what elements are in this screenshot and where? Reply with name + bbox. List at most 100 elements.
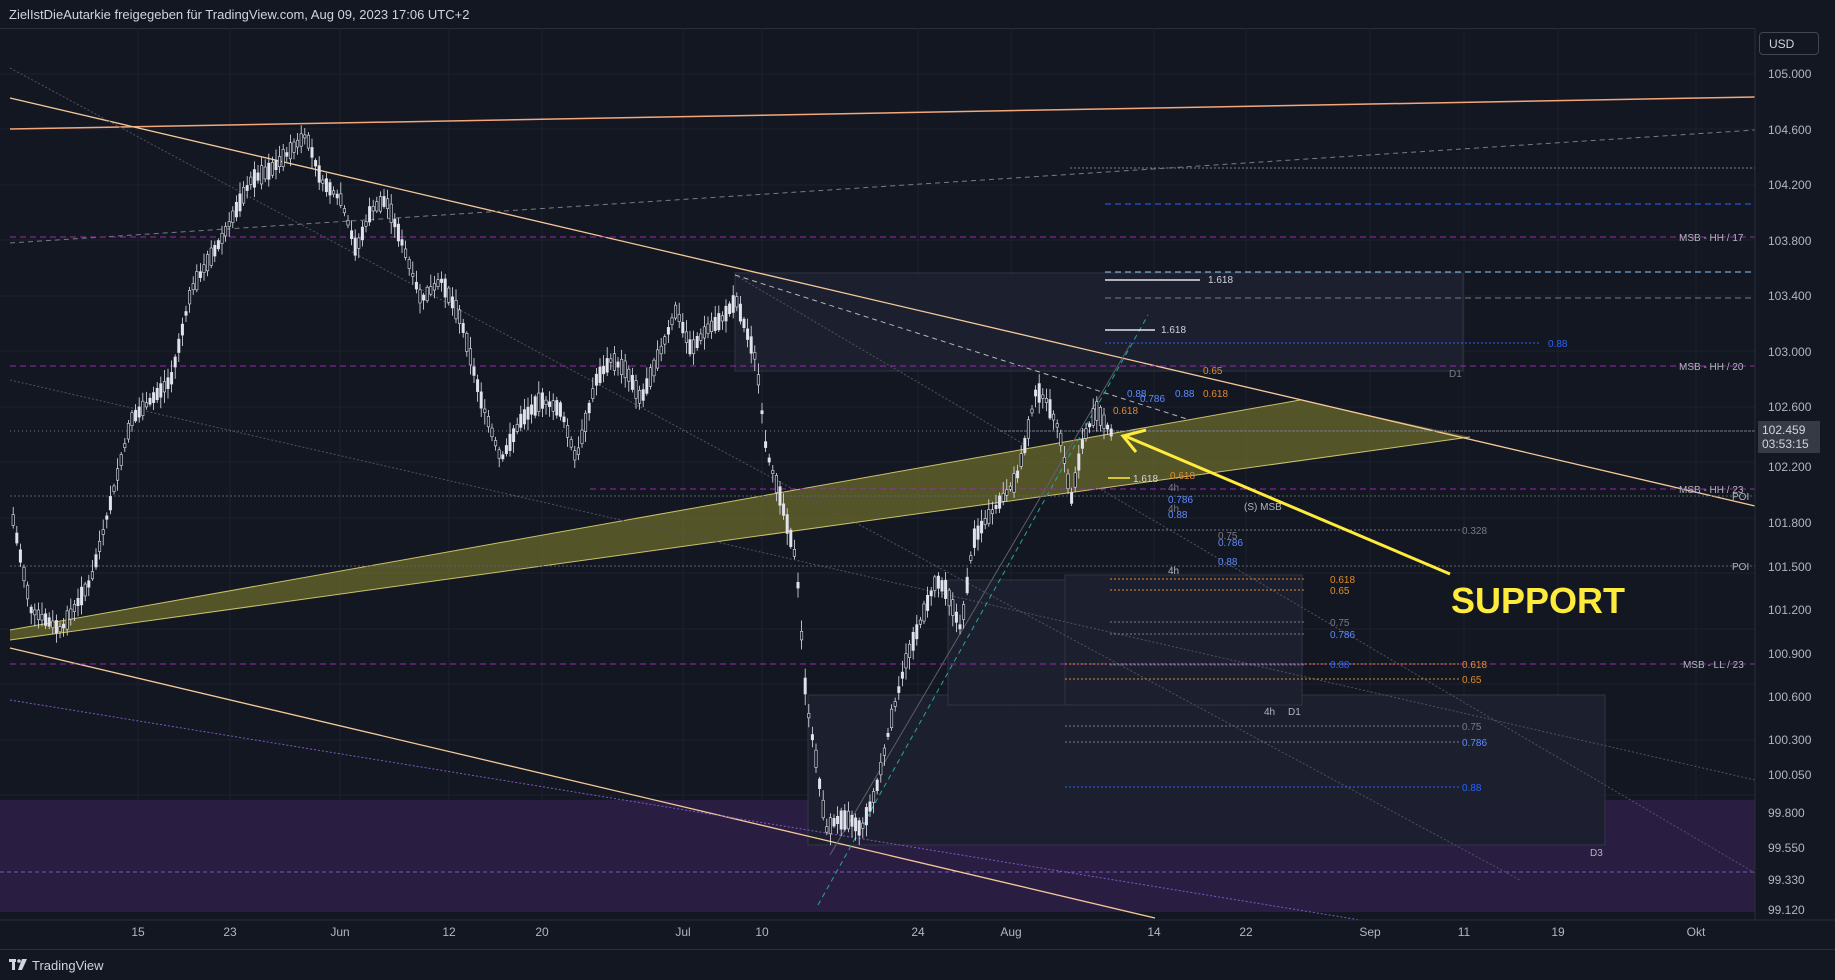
candle-body: [490, 427, 494, 438]
candle-body: [821, 799, 825, 819]
label-msb-ll-23: MSB - LL / 23: [1683, 660, 1744, 671]
candle-body: [915, 624, 919, 640]
candle-body: [314, 160, 318, 167]
candle-body: [638, 390, 642, 404]
candle-body: [288, 142, 292, 160]
candle-body: [353, 237, 357, 256]
candle-body: [364, 221, 368, 227]
candle-body: [576, 447, 580, 455]
footer-brand[interactable]: TradingView: [32, 958, 104, 973]
candle-body: [702, 326, 706, 339]
candle-body: [645, 378, 649, 394]
candle-body: [591, 388, 595, 399]
candle-body: [231, 210, 235, 223]
candle-body: [699, 333, 703, 341]
candle-body: [602, 366, 606, 375]
footer-bar: TradingView: [0, 949, 1835, 980]
y-tick: 100.050: [1768, 768, 1812, 782]
y-tick: 102.200: [1768, 460, 1812, 474]
candle-body: [598, 366, 602, 384]
candle-body: [22, 566, 26, 582]
candle-body: [58, 626, 62, 633]
candle-body: [152, 392, 156, 403]
candle-body: [198, 271, 202, 278]
candle-body: [465, 333, 469, 352]
candle-body: [1109, 428, 1113, 437]
candle-body: [173, 356, 177, 368]
candle-body: [717, 313, 721, 331]
tradingview-logo-icon[interactable]: [9, 959, 27, 971]
candle-body: [72, 604, 76, 612]
candle-body: [764, 441, 768, 448]
candle-body: [1102, 414, 1106, 429]
candle-body: [1048, 399, 1052, 419]
tf-4h-d: 4h: [1264, 707, 1275, 718]
fib-1618-low: 1.618: [1133, 474, 1158, 485]
candle-body: [87, 580, 91, 588]
candle-body: [814, 749, 818, 768]
candle-body: [1034, 389, 1038, 397]
candle-body: [479, 391, 483, 409]
candle-body: [386, 198, 390, 209]
candle-body: [1019, 453, 1023, 467]
candle-body: [238, 193, 242, 212]
candle-body: [274, 160, 278, 171]
candle-body: [760, 410, 764, 415]
candle-body: [904, 653, 908, 669]
candle-body: [634, 380, 638, 399]
candle-body: [900, 671, 904, 679]
candle-body: [1026, 419, 1030, 439]
candle-body: [818, 778, 822, 789]
candle-body: [648, 367, 652, 387]
candle-body: [1041, 394, 1045, 399]
fib-0786-a: 0.786: [1218, 538, 1243, 549]
candle-body: [792, 549, 796, 557]
candle-body: [519, 413, 523, 428]
candle-body: [854, 817, 858, 832]
candle-body: [710, 320, 714, 333]
candle-body: [393, 218, 397, 228]
candle-body: [803, 677, 807, 695]
candle-body: [422, 294, 426, 301]
candle-body: [850, 814, 854, 827]
fib-065-c: 0.65: [1462, 675, 1482, 686]
fib-088-low: 0.88: [1168, 510, 1188, 521]
candle-body: [630, 374, 634, 390]
fib-088-c: 0.88: [1462, 783, 1482, 794]
candle-body: [404, 248, 408, 258]
candle-body: [839, 810, 843, 830]
candle-body: [396, 223, 400, 242]
candle-body: [983, 518, 987, 525]
y-tick: 102.600: [1768, 400, 1812, 414]
fib-065-b: 0.65: [1330, 586, 1350, 597]
fib-088-upper-b: 0.88: [1175, 389, 1195, 400]
candle-body: [994, 504, 998, 509]
candle-body: [1091, 408, 1095, 426]
y-tick: 100.600: [1768, 690, 1812, 704]
candle-body: [303, 134, 307, 139]
candle-body: [663, 336, 667, 345]
candle-body: [1106, 424, 1110, 430]
candles: [11, 125, 1113, 846]
candle-body: [375, 201, 379, 212]
x-tick: 10: [755, 925, 769, 939]
candle-body: [526, 406, 530, 420]
candle-body: [954, 611, 958, 623]
candle-body: [328, 182, 332, 196]
tf-d3: D3: [1590, 848, 1603, 859]
x-tick: Okt: [1687, 925, 1706, 939]
candle-body: [83, 583, 87, 597]
y-tick: 105.000: [1768, 67, 1812, 81]
candle-body: [429, 286, 433, 295]
candle-body: [958, 624, 962, 630]
candle-body: [548, 401, 552, 407]
currency-button[interactable]: USD: [1759, 32, 1819, 55]
candle-body: [342, 208, 346, 214]
candle-body: [612, 353, 616, 371]
candle-body: [206, 254, 210, 272]
candle-body: [1052, 413, 1056, 421]
candle-body: [828, 817, 832, 835]
candle-body: [515, 424, 519, 432]
candle-body: [1098, 407, 1102, 426]
